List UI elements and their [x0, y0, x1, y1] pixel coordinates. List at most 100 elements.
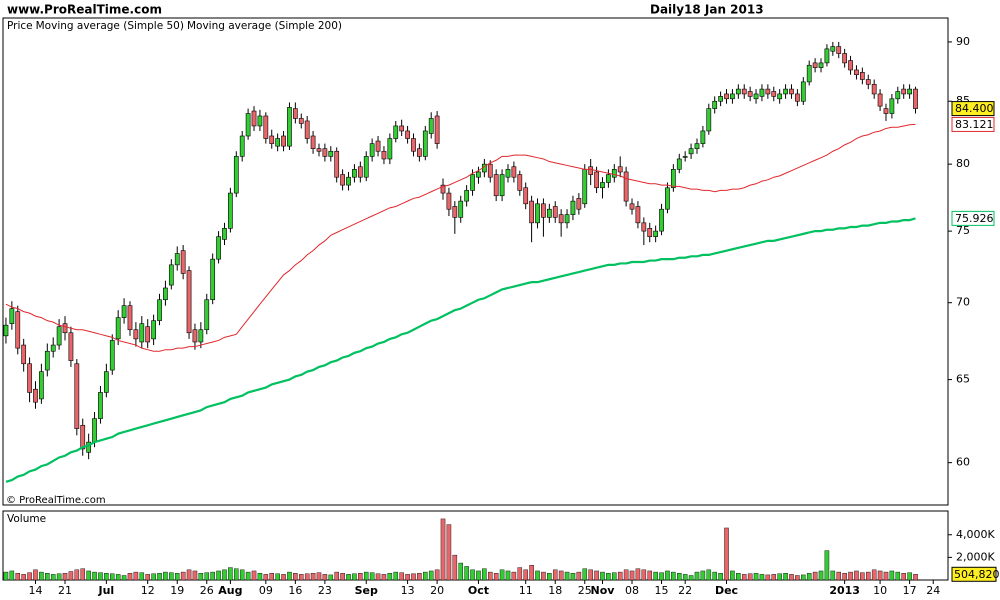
candle-body	[133, 329, 139, 340]
candle-body	[493, 174, 499, 197]
candle-body	[848, 60, 853, 71]
candle-body	[204, 299, 210, 331]
volume-bar	[476, 570, 481, 581]
candle-body	[168, 264, 174, 286]
candle-body	[806, 64, 812, 83]
candle-body	[576, 198, 582, 210]
candle-body	[641, 222, 647, 232]
volume-bar	[151, 573, 156, 581]
candle-body	[476, 171, 481, 178]
volume-bar	[676, 573, 682, 581]
candle-body	[842, 53, 848, 64]
volume-bar	[346, 574, 351, 581]
volume-bar	[104, 573, 109, 581]
volume-bar	[45, 573, 50, 581]
candle-body	[222, 228, 227, 240]
period: Daily	[650, 3, 684, 17]
volume-bar	[50, 574, 56, 581]
volume-bar	[606, 573, 611, 581]
volume-bar	[210, 571, 215, 581]
volume-bar	[269, 573, 275, 581]
volume-bar	[234, 568, 239, 581]
candle-body	[33, 388, 38, 403]
candle-body	[405, 130, 410, 139]
x-tick-label: 12	[141, 584, 155, 597]
candle-body	[109, 340, 115, 371]
volume-bar	[848, 571, 853, 581]
candle-body	[588, 166, 594, 175]
candle-body	[39, 371, 44, 400]
volume-bar	[121, 575, 127, 581]
volume-bar	[417, 573, 422, 581]
x-tick-label: 13	[401, 584, 415, 597]
volume-bar	[653, 571, 658, 581]
volume-bar	[157, 573, 162, 581]
candle-body	[753, 93, 759, 100]
volume-bar	[871, 569, 877, 581]
volume-bar	[74, 569, 80, 581]
last-value-label: 84.400	[955, 102, 994, 115]
candle-body	[440, 184, 446, 194]
volume-bar	[68, 571, 74, 581]
volume-bar	[812, 571, 818, 581]
volume-bar	[694, 571, 700, 581]
volume-bar	[56, 573, 62, 581]
candle-body	[50, 344, 56, 352]
candle-body	[735, 88, 741, 95]
candle-body	[304, 120, 310, 139]
candle-body	[44, 350, 50, 371]
y-tick-label: 4,000K	[956, 528, 995, 541]
volume-bar	[39, 571, 44, 581]
last-value-box	[951, 101, 995, 117]
volume-bar	[907, 572, 912, 581]
candle-body	[15, 311, 21, 349]
volume-bar	[21, 574, 26, 581]
volume-bar	[80, 568, 86, 581]
x-tick-label: 15	[655, 584, 669, 597]
volume-bar	[9, 570, 15, 581]
candle-body	[712, 100, 718, 109]
volume-bar	[257, 573, 263, 581]
x-tick-label: Oct	[468, 584, 489, 597]
candle-body	[381, 150, 387, 160]
volume-bar	[682, 574, 688, 581]
volume-bar	[830, 570, 836, 581]
candle-body	[659, 208, 664, 232]
candle-body	[328, 150, 334, 157]
volume-bar	[464, 566, 469, 581]
candle-body	[186, 270, 192, 334]
volume-bar	[434, 569, 440, 581]
volume-bar	[499, 569, 505, 581]
candle-body	[682, 156, 688, 158]
candle-body	[694, 143, 700, 149]
volume-bar	[139, 572, 145, 581]
volume-bar	[133, 571, 139, 581]
volume-bar	[712, 571, 717, 581]
x-tick-label: 18	[548, 584, 562, 597]
candle-body	[210, 258, 216, 301]
volume-bar	[588, 569, 593, 581]
candle-body	[292, 108, 298, 119]
candle-body	[281, 135, 286, 147]
x-tick-label: 2013	[829, 584, 860, 597]
candle-body	[239, 135, 245, 157]
candle-body	[570, 200, 576, 215]
candle-body	[706, 108, 712, 132]
volume-bar	[369, 572, 375, 581]
volume-bar	[765, 574, 771, 581]
candle-body	[558, 214, 564, 224]
volume-bar	[245, 571, 251, 581]
candle-body	[653, 230, 659, 237]
moving-average-line	[5, 123, 916, 352]
site-name: www.ProRealTime.com	[7, 3, 162, 17]
candle-body	[600, 182, 605, 189]
candle-body	[523, 187, 529, 205]
candle-body	[322, 148, 328, 157]
candle-body	[21, 344, 27, 365]
candle-body	[517, 174, 523, 191]
volume-bar	[222, 569, 227, 581]
volume-bar	[617, 571, 623, 581]
volume-bar	[511, 571, 517, 581]
candle-body	[452, 206, 458, 218]
volume-bar	[399, 572, 404, 581]
